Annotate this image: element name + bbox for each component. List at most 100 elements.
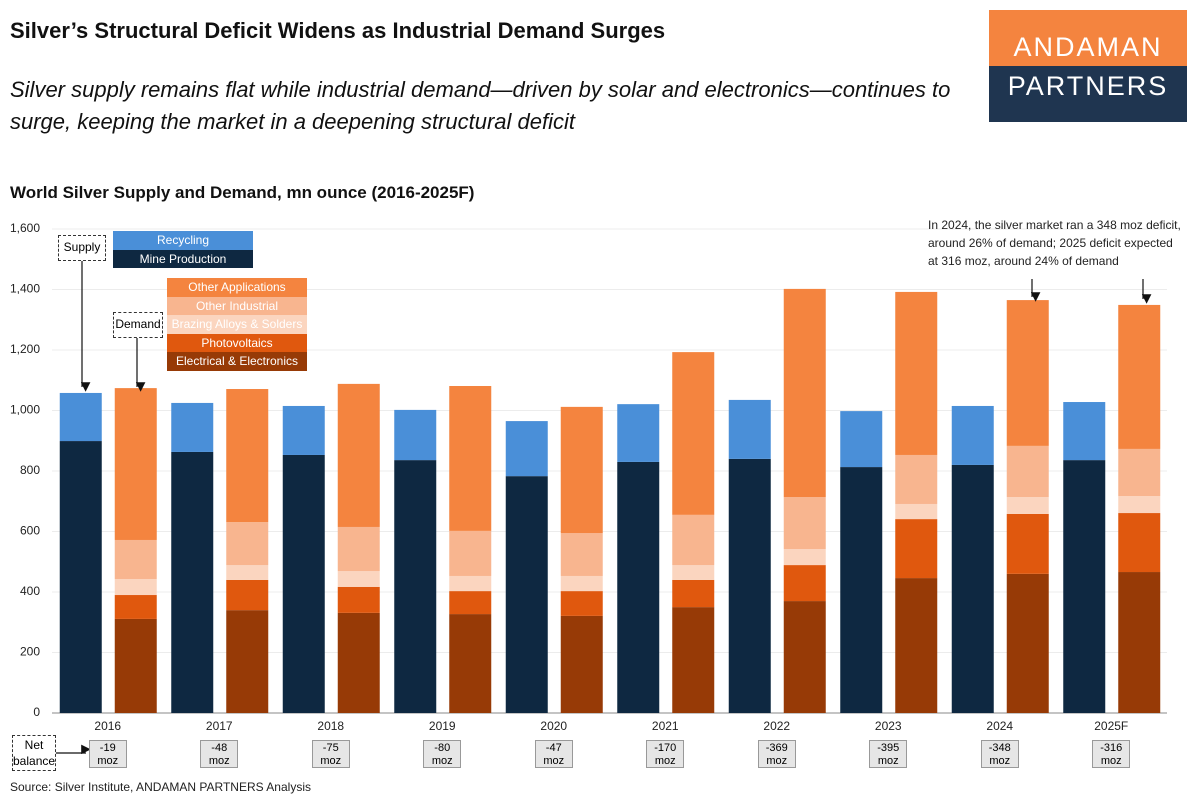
bar-segment [505, 476, 548, 713]
bar-segment [672, 607, 715, 713]
net-balance: -170 moz [646, 740, 685, 768]
bar-segment [1118, 496, 1161, 514]
source: Source: Silver Institute, ANDAMAN PARTNE… [10, 780, 311, 794]
bar-segment [560, 591, 603, 616]
chart-title: World Silver Supply and Demand, mn ounce… [10, 183, 475, 202]
bar-segment [1006, 445, 1049, 498]
bar-segment [1006, 573, 1049, 713]
bar-segment [895, 519, 938, 579]
x-tick-label: 2024 [986, 719, 1013, 733]
bar-segment [226, 565, 269, 580]
bar-segment [505, 421, 548, 477]
bar-segment [226, 389, 269, 523]
bar-segment [1006, 513, 1049, 574]
net-balance: -369 moz [757, 740, 796, 768]
bar-segment [337, 383, 380, 527]
y-tick-label: 0 [33, 705, 40, 719]
y-tick-label: 600 [20, 524, 40, 538]
bar-segment [672, 565, 715, 580]
bar-segment [394, 460, 437, 713]
bar-segment [337, 586, 380, 613]
legend-entry: Photovoltaics [167, 333, 307, 352]
bar-segment [617, 461, 660, 713]
bar-segment [59, 392, 102, 442]
logo-bottom: PARTNERS [989, 66, 1187, 122]
y-tick-label: 1,200 [10, 342, 40, 356]
x-tick-label: 2017 [206, 719, 233, 733]
y-tick-label: 400 [20, 584, 40, 598]
net-balance: -19 moz [88, 740, 127, 768]
x-tick-label: 2019 [429, 719, 456, 733]
bar-segment [783, 601, 826, 713]
bar-segment [114, 539, 157, 579]
legend-entry: Other Industrial [167, 296, 307, 315]
subtitle: Silver supply remains flat while industr… [10, 77, 951, 134]
bar-segment [672, 352, 715, 515]
x-tick-label: 2022 [763, 719, 790, 733]
legend-entry: Brazing Alloys & Solders [167, 315, 307, 334]
net-balance: -348 moz [980, 740, 1019, 768]
x-tick-label: 2020 [540, 719, 567, 733]
bar-segment [840, 467, 883, 713]
bar-segment [1063, 402, 1106, 461]
bar-segment [282, 454, 325, 713]
legend-entry: Electrical & Electronics [167, 352, 307, 371]
bar-segment [895, 503, 938, 520]
bar-segment [226, 610, 269, 713]
net-balance: -80 moz [423, 740, 462, 768]
net-balance: -75 moz [311, 740, 350, 768]
bar-segment [617, 404, 660, 462]
y-tick-label: 1,600 [10, 221, 40, 235]
bar-segment [449, 591, 492, 615]
bar-segment [895, 454, 938, 504]
bar-segment [1118, 448, 1161, 497]
legend-entry: Other Applications [167, 278, 307, 297]
bar-segment [226, 522, 269, 566]
bar-segment [449, 575, 492, 592]
bar-segment [114, 595, 157, 619]
bar-segment [1118, 513, 1161, 573]
bar-segment [783, 549, 826, 566]
bar-segment [59, 441, 102, 713]
x-tick-label: 2018 [317, 719, 344, 733]
title: Silver’s Structural Deficit Widens as In… [10, 18, 666, 43]
bar-segment [783, 565, 826, 602]
bar-segment [783, 497, 826, 550]
bar-segment [114, 578, 157, 596]
x-tick-label: 2016 [94, 719, 121, 733]
net-balance: -395 moz [869, 740, 908, 768]
legend-entry: Mine Production [113, 249, 253, 268]
bar-segment [171, 451, 214, 713]
bar-segment [560, 615, 603, 713]
bar-segment [728, 458, 771, 713]
net-balance-label: Net balance [12, 735, 56, 771]
bar-segment [1063, 460, 1106, 713]
y-tick-label: 200 [20, 645, 40, 659]
bar-segment [337, 526, 380, 572]
bar-segment [895, 291, 938, 455]
annotation: In 2024, the silver market ran a 348 moz… [928, 218, 1181, 268]
bar-segment [1118, 572, 1161, 713]
bar-segment [226, 579, 269, 611]
bar-segment [449, 614, 492, 713]
bar-segment [840, 411, 883, 468]
net-balance: -48 moz [200, 740, 239, 768]
bar-segment [560, 533, 603, 576]
bar-segment [672, 514, 715, 566]
bar-segment [1006, 497, 1049, 514]
bar-segment [951, 464, 994, 713]
bar-segment [1006, 300, 1049, 446]
bar-segment [728, 399, 771, 459]
legend-group-label: Supply [58, 235, 106, 261]
bar-segment [114, 388, 157, 540]
net-balance: -316 moz [1092, 740, 1131, 768]
logo-top: ANDAMAN [989, 10, 1187, 66]
bar-segment [951, 405, 994, 465]
bar-segment [114, 618, 157, 713]
bar-segment [560, 575, 603, 592]
bar-segment [337, 571, 380, 587]
net-balance: -47 moz [534, 740, 573, 768]
bar-segment [282, 405, 325, 455]
